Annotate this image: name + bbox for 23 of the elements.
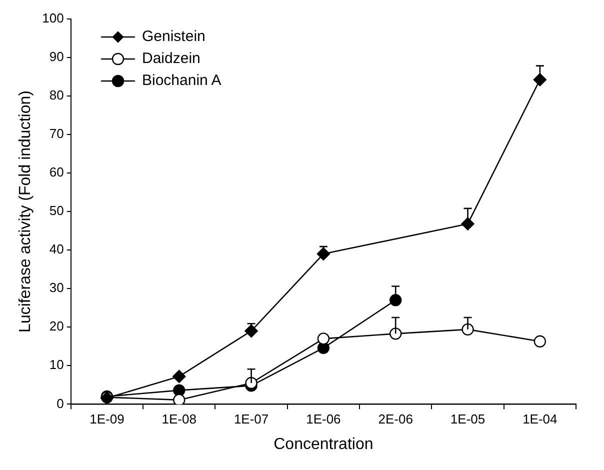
x-tick-label: 1E-04 <box>522 412 558 427</box>
x-axis-title: Concentration <box>274 436 374 453</box>
legend-label: Genistein <box>142 27 206 47</box>
x-tick-label: 1E-05 <box>450 412 486 427</box>
y-tick-label: 30 <box>49 280 64 296</box>
y-tick-label: 90 <box>49 48 64 64</box>
x-tick-label: 1E-09 <box>90 412 124 427</box>
x-tick-label: 2E-06 <box>378 412 413 427</box>
y-tick-label: 0 <box>56 396 64 411</box>
y-tick-label: 20 <box>49 318 64 334</box>
y-tick-label: 50 <box>49 203 64 218</box>
y-tick-label: 70 <box>49 126 64 141</box>
y-tick-label: 60 <box>49 164 64 180</box>
x-tick-label: 1E-06 <box>306 412 341 427</box>
legend-label: Daidzein <box>142 49 200 69</box>
legend-label: Biochanin A <box>142 71 222 91</box>
y-tick-label: 40 <box>49 242 64 257</box>
y-tick-label: 80 <box>49 87 64 102</box>
y-axis-title: Luciferase activity (Fold induction) <box>17 90 34 332</box>
x-tick-label: 1E-07 <box>234 412 269 427</box>
y-tick-label: 100 <box>42 10 64 26</box>
x-tick-label: 1E-08 <box>162 412 196 427</box>
y-tick-label: 10 <box>49 357 64 372</box>
